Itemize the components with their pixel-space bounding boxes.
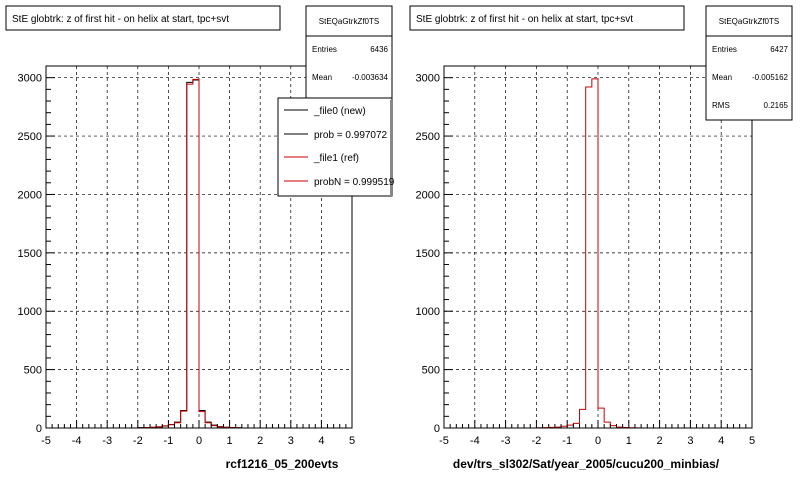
left-legend-shadow (390, 100, 393, 196)
left-x-tick-label: 1 (227, 435, 233, 447)
left-stats-name: StEQaGtrkZf0TS (319, 17, 379, 26)
legend-label-prob: prob = 0.997072 (314, 130, 388, 141)
right-y-tick-label: 2500 (416, 131, 440, 143)
right-y-tick-label: 1500 (416, 248, 440, 260)
left-y-tick-label: 500 (24, 365, 42, 377)
right-x-tick-label: -1 (562, 435, 572, 447)
right-x-tick-label: 4 (718, 435, 724, 447)
left-stats-value-mean: -0.003634 (352, 73, 389, 82)
panel-right: StE globtrk: z of first hit - on helix a… (409, 5, 793, 471)
left-x-tick-label: -1 (164, 435, 174, 447)
left-x-tick-label: 3 (288, 435, 294, 447)
right-y-tick-label: 0 (434, 423, 440, 435)
left-y-tick-label: 1000 (18, 306, 42, 318)
right-stats-label-rms: RMS (712, 101, 730, 110)
left-y-tick-label: 0 (36, 423, 42, 435)
left-y-tick-label: 1500 (18, 248, 42, 260)
right-x-tick-label: -5 (439, 435, 449, 447)
right-stats-name: StEQaGtrkZf0TS (719, 17, 779, 26)
left-stats-box: StEQaGtrkZf0TS Entries 6436 Mean -0.0036… (305, 5, 393, 105)
right-stats-box: StEQaGtrkZf0TS Entries 6427 Mean -0.0051… (705, 5, 793, 121)
left-legend: _file0 (new) prob = 0.997072 _file1 (ref… (277, 97, 395, 197)
right-y-tick-label: 2000 (416, 189, 440, 201)
right-y-tick-label: 3000 (416, 73, 440, 85)
right-x-tick-label: 2 (657, 435, 663, 447)
panel-left: StE globtrk: z of first hit - on helix a… (5, 5, 395, 471)
right-x-tick-label: -2 (532, 435, 542, 447)
left-title: StE globtrk: z of first hit - on helix a… (12, 14, 229, 25)
right-x-tick-label: -4 (470, 435, 480, 447)
left-x-tick-label: -3 (102, 435, 112, 447)
left-y-tick-label: 2500 (18, 131, 42, 143)
right-axes: -5 -4 -3 -2 -1 0 1 2 3 4 5 0 500 1000 1500 2000 2500 3000 (416, 65, 755, 447)
left-stats-frame (305, 5, 393, 105)
left-x-tick-label: 2 (257, 435, 263, 447)
left-x-tick-label: -5 (41, 435, 51, 447)
right-x-axis-title: dev/trs_sl302/Sat/year_2005/cucu200_minb… (453, 457, 720, 471)
right-y-tick-label: 500 (422, 365, 440, 377)
left-x-tick-label: -4 (72, 435, 82, 447)
left-stats-label-mean: Mean (312, 73, 332, 82)
right-x-tick-label: 1 (626, 435, 632, 447)
right-stats-frame (705, 5, 793, 121)
right-x-tick-label: -3 (501, 435, 511, 447)
legend-label-file1: _file1 (ref) (313, 153, 359, 164)
left-y-tick-label: 2000 (18, 189, 42, 201)
legend-label-probn: probN = 0.999519 (314, 177, 395, 188)
legend-label-file0: _file0 (new) (313, 106, 366, 117)
right-y-tick-label: 1000 (416, 306, 440, 318)
left-x-axis-title: rcf1216_05_200evts (226, 457, 339, 471)
left-axes: -5 -4 -3 -2 -1 0 1 2 3 4 5 0 500 1000 1500 2000 2500 3000 (18, 65, 355, 447)
right-x-tick-label: 3 (687, 435, 693, 447)
right-stats-label-entries: Entries (712, 45, 737, 54)
right-x-tick-label: 0 (595, 435, 601, 447)
left-x-tick-label: 5 (349, 435, 355, 447)
left-grid (46, 66, 352, 428)
left-x-tick-label: 0 (196, 435, 202, 447)
right-title-box (409, 5, 685, 31)
right-stats-value-mean: -0.005162 (752, 73, 789, 82)
left-y-tick-label: 3000 (18, 73, 42, 85)
left-title-box (5, 5, 281, 31)
right-stats-label-mean: Mean (712, 73, 732, 82)
left-stats-label-entries: Entries (312, 45, 337, 54)
right-stats-value-entries: 6427 (770, 45, 788, 54)
right-stats-value-rms: 0.2165 (764, 101, 789, 110)
right-x-tick-label: 5 (749, 435, 755, 447)
right-title: StE globtrk: z of first hit - on helix a… (416, 14, 633, 25)
left-stats-value-entries: 6436 (370, 45, 388, 54)
left-x-tick-label: 4 (318, 435, 324, 447)
left-x-tick-label: -2 (133, 435, 143, 447)
